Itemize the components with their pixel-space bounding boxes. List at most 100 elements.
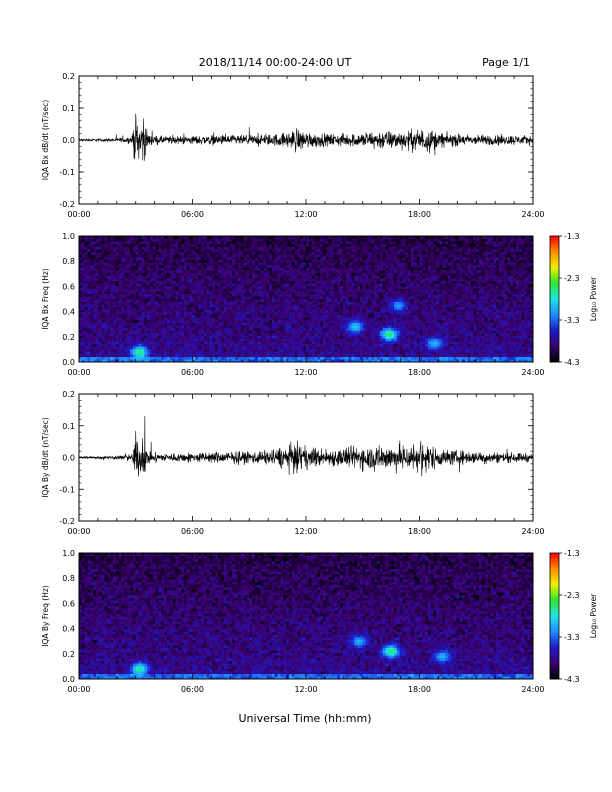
spectrogram-cell: [124, 288, 128, 292]
spectrogram-cell: [306, 335, 310, 339]
spectrogram-cell: [246, 270, 250, 274]
spectrogram-cell: [266, 280, 270, 284]
spectrogram-cell: [107, 320, 111, 323]
spectrogram-cell: [342, 320, 347, 323]
spectrogram-cell: [104, 335, 108, 339]
spectrogram-cell: [311, 301, 315, 305]
spectrogram-cell: [135, 270, 139, 274]
spectrogram-cell: [340, 293, 344, 297]
spectrogram-cell: [206, 291, 210, 295]
spectrogram-cell: [277, 348, 281, 352]
spectrogram-cell: [124, 309, 128, 313]
spectrogram-cell: [223, 354, 227, 358]
spectrogram-cell: [351, 270, 355, 274]
spectrogram-cell: [348, 275, 352, 279]
spectrogram-cell: [345, 238, 349, 242]
spectrogram-cell: [288, 335, 293, 339]
spectrogram-cell: [303, 320, 307, 323]
spectrogram-cell: [325, 335, 329, 339]
spectrogram-cell: [246, 314, 250, 318]
spectrogram-cell: [161, 243, 165, 247]
spectrogram-cell: [362, 348, 366, 352]
spectrogram-cell: [195, 346, 199, 350]
spectrogram-cell: [195, 249, 199, 253]
spectrogram-cell: [311, 259, 315, 263]
spectrogram-cell: [164, 280, 168, 284]
spectrogram-cell: [169, 293, 173, 297]
spectrogram-cell: [164, 333, 168, 337]
spectrogram-cell: [96, 338, 100, 342]
spectrogram-cell: [280, 270, 284, 274]
spectrogram-cell: [328, 267, 332, 271]
spectrogram-cell: [135, 243, 139, 247]
spectrogram-cell: [286, 325, 290, 329]
spectrogram-cell: [229, 346, 233, 350]
spectrogram-cell: [269, 251, 273, 255]
spectrogram-cell: [118, 272, 122, 276]
spectrogram-cell: [266, 325, 270, 329]
spectrogram-cell: [104, 333, 108, 337]
spectrogram-cell: [155, 262, 159, 266]
spectrogram-cell: [98, 296, 102, 300]
spectrogram-cell: [206, 359, 210, 363]
spectrogram-cell: [118, 270, 122, 274]
spectrogram-cell: [161, 246, 165, 250]
spectrogram-cell: [342, 348, 347, 352]
spectrogram-cell: [152, 254, 156, 258]
spectrogram-cell: [257, 348, 261, 352]
spectrogram-cell: [124, 348, 128, 352]
spectrogram-cell: [357, 309, 361, 313]
spectrogram-cell: [345, 354, 349, 358]
spectrogram-cell: [303, 264, 307, 268]
spectrogram-cell: [158, 338, 162, 342]
spectrogram-cell: [107, 262, 111, 266]
spectrogram-cell: [229, 251, 233, 255]
spectrogram-cell: [118, 346, 122, 350]
spectrogram-cell: [164, 278, 168, 281]
spectrogram-cell: [186, 320, 190, 323]
spectrogram-cell: [215, 312, 219, 316]
spectrogram-cell: [246, 351, 250, 355]
spectrogram-cell: [212, 285, 216, 289]
spectrogram-cell: [158, 341, 162, 344]
spectrogram-cell: [345, 325, 349, 329]
spectrogram-cell: [130, 251, 134, 255]
spectrogram-cell: [269, 283, 273, 287]
spectrogram-cell: [144, 278, 148, 281]
spectrogram-cell: [98, 333, 102, 337]
spectrogram-cell: [209, 288, 213, 292]
spectrogram-cell: [130, 288, 134, 292]
spectrogram-cell: [212, 254, 216, 258]
spectrogram-cell: [79, 333, 83, 337]
spectrogram-cell: [254, 254, 259, 258]
spectrogram-cell: [155, 296, 159, 300]
spectrogram-cell: [147, 346, 151, 350]
spectrogram-cell: [158, 246, 162, 250]
spectrogram-cell: [311, 359, 315, 363]
spectrogram-cell: [274, 356, 278, 360]
spectrogram-cell: [158, 333, 162, 337]
spectrogram-cell: [280, 243, 284, 247]
spectrogram-cell: [201, 238, 205, 242]
spectrogram-cell: [340, 259, 344, 263]
spectrogram-cell: [181, 254, 185, 258]
spectrogram-cell: [271, 246, 276, 250]
spectrogram-cell: [286, 359, 290, 363]
spectrogram-cell: [132, 293, 137, 297]
spectrogram-cell: [306, 346, 310, 350]
spectrogram-cell: [166, 351, 171, 355]
spectrogram-cell: [220, 356, 225, 360]
spectrogram-cell: [183, 278, 188, 281]
spectrogram-cell: [323, 338, 327, 342]
spectrogram-cell: [152, 238, 156, 242]
spectrogram-cell: [317, 348, 321, 352]
spectrogram-cell: [130, 312, 134, 316]
spectrogram-cell: [260, 262, 264, 266]
spectrogram-cell: [144, 257, 148, 260]
spectrogram-cell: [138, 341, 142, 344]
spectrogram-cell: [263, 249, 267, 253]
spectrogram-cell: [195, 309, 199, 313]
spectrogram-cell: [206, 309, 210, 313]
spectrogram-cell: [229, 293, 233, 297]
spectrogram-cell: [90, 309, 94, 313]
